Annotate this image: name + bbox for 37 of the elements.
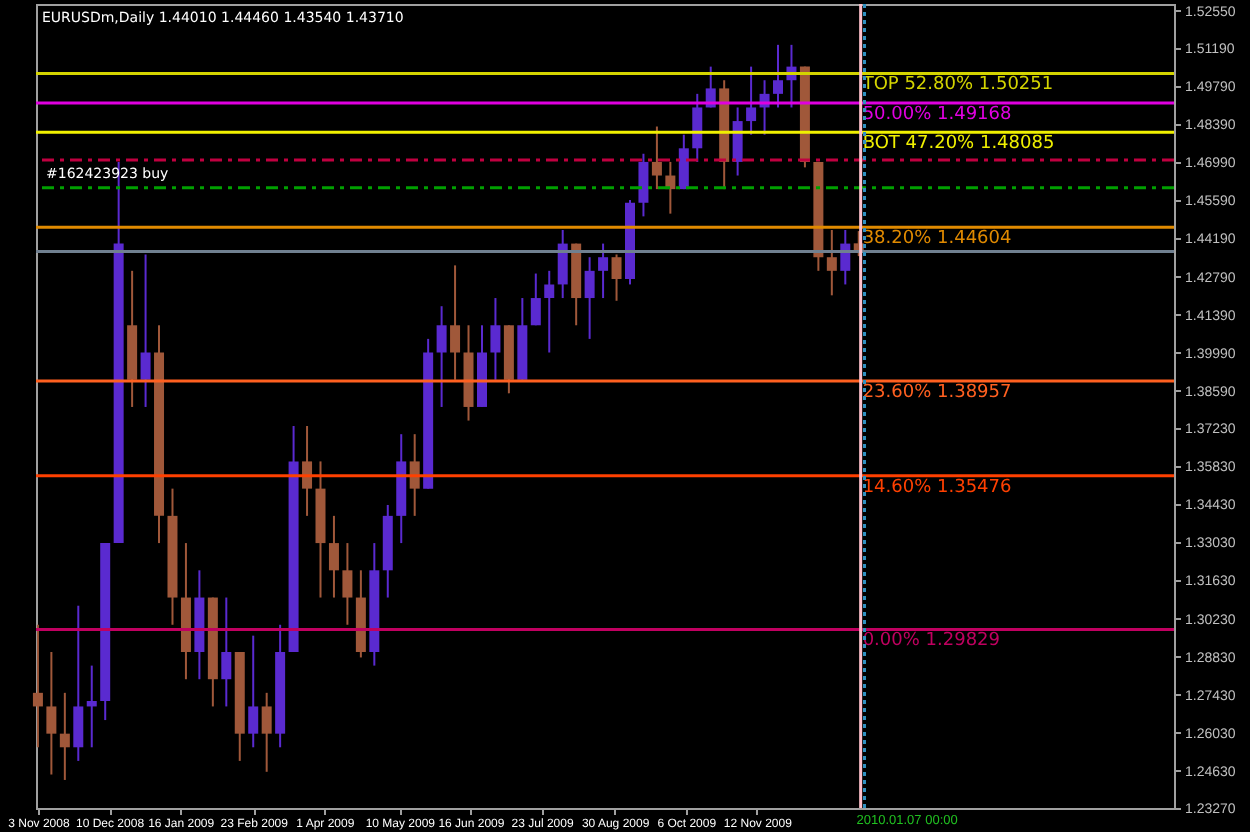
candlestick (59, 691, 70, 781)
candlestick (436, 305, 447, 408)
ref-line-label: 38.20% 1.44604 (862, 229, 1012, 250)
candlestick (557, 228, 568, 300)
candlestick (746, 65, 757, 136)
candlestick (73, 604, 84, 762)
ref-line-label: BOT 47.20% 1.48085 (862, 134, 1055, 155)
candlestick (342, 542, 353, 626)
candlestick (450, 264, 461, 381)
ref-line-label: TOP 52.80% 1.50251 (860, 75, 1054, 96)
candlestick (248, 634, 259, 749)
candlestick (530, 272, 541, 327)
ref-line-label: 23.60% 1.38957 (862, 382, 1012, 403)
candlestick (328, 514, 339, 599)
candlestick (140, 253, 151, 408)
candlestick (732, 106, 743, 177)
candlestick (544, 269, 555, 354)
ref-line-label: 50.00% 1.49168 (862, 104, 1012, 125)
ref-line-label: 14.60% 1.35476 (862, 477, 1012, 498)
candlestick (678, 133, 689, 191)
candlestick (598, 242, 609, 300)
ref-line-label: 0.00% 1.29829 (862, 631, 1001, 652)
candlestick (221, 596, 232, 708)
candlestick (638, 152, 649, 218)
candlestick (409, 433, 420, 517)
candlestick (86, 664, 97, 749)
candlestick (651, 125, 662, 191)
candlestick (46, 650, 57, 776)
candlestick (611, 253, 622, 302)
candlestick (32, 623, 43, 749)
candlestick (261, 691, 272, 773)
candlestick (302, 425, 313, 517)
candlestick (692, 92, 703, 163)
candlestick (490, 297, 501, 381)
candlestick (584, 256, 595, 340)
candlestick (773, 43, 784, 109)
candlestick (826, 228, 837, 297)
